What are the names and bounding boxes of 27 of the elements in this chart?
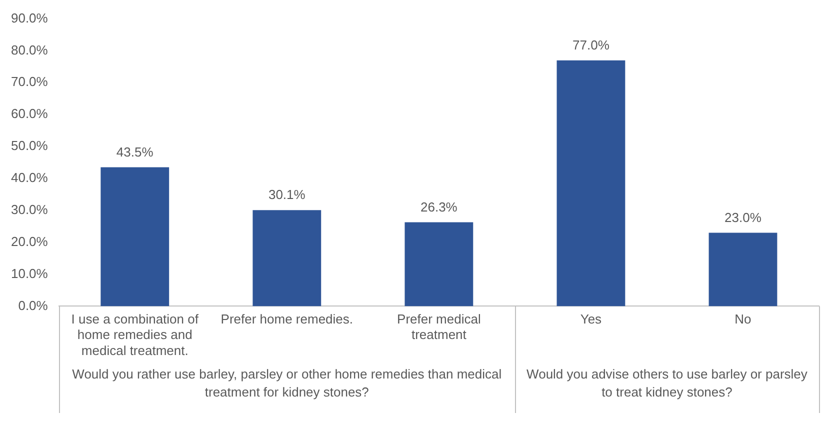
bar [708, 232, 778, 306]
text: Would you advise others to use barley or parsley to treat kidney stones? [526, 366, 808, 400]
y-tick-label: 40.0% [10, 170, 48, 186]
bar [100, 167, 170, 306]
bar [404, 222, 474, 306]
x-tick-label: Prefer home remedies. [220, 312, 354, 327]
y-tick-label: 90.0% [10, 10, 48, 26]
x-tick-label: No [734, 312, 752, 327]
x-tick-label: Prefer medical treatment [397, 312, 481, 342]
bar [252, 210, 322, 306]
y-tick-label: 50.0% [10, 138, 48, 154]
data-label: 26.3% [420, 199, 458, 214]
x-tick-label: Yes [580, 312, 602, 327]
data-label: 23.0% [724, 210, 762, 225]
bar [556, 60, 626, 306]
data-label: 43.5% [116, 144, 154, 160]
y-tick-label: 0.0% [18, 298, 48, 313]
y-tick-label: 10.0% [10, 266, 48, 281]
x-tick-label: I use a combination of home remedies and medical treatment. [71, 312, 199, 358]
text: Would you rather use barley, parsley or other home remedies than medical treatment for kidney stones? [72, 366, 502, 400]
data-label: 30.1% [268, 187, 306, 202]
y-tick-label: 30.0% [10, 202, 48, 217]
y-tick-label: 80.0% [10, 42, 48, 58]
y-tick-label: 20.0% [10, 234, 48, 249]
data-label: 77.0% [572, 37, 610, 52]
y-tick-label: 60.0% [10, 106, 48, 122]
y-tick-label: 70.0% [10, 74, 48, 90]
